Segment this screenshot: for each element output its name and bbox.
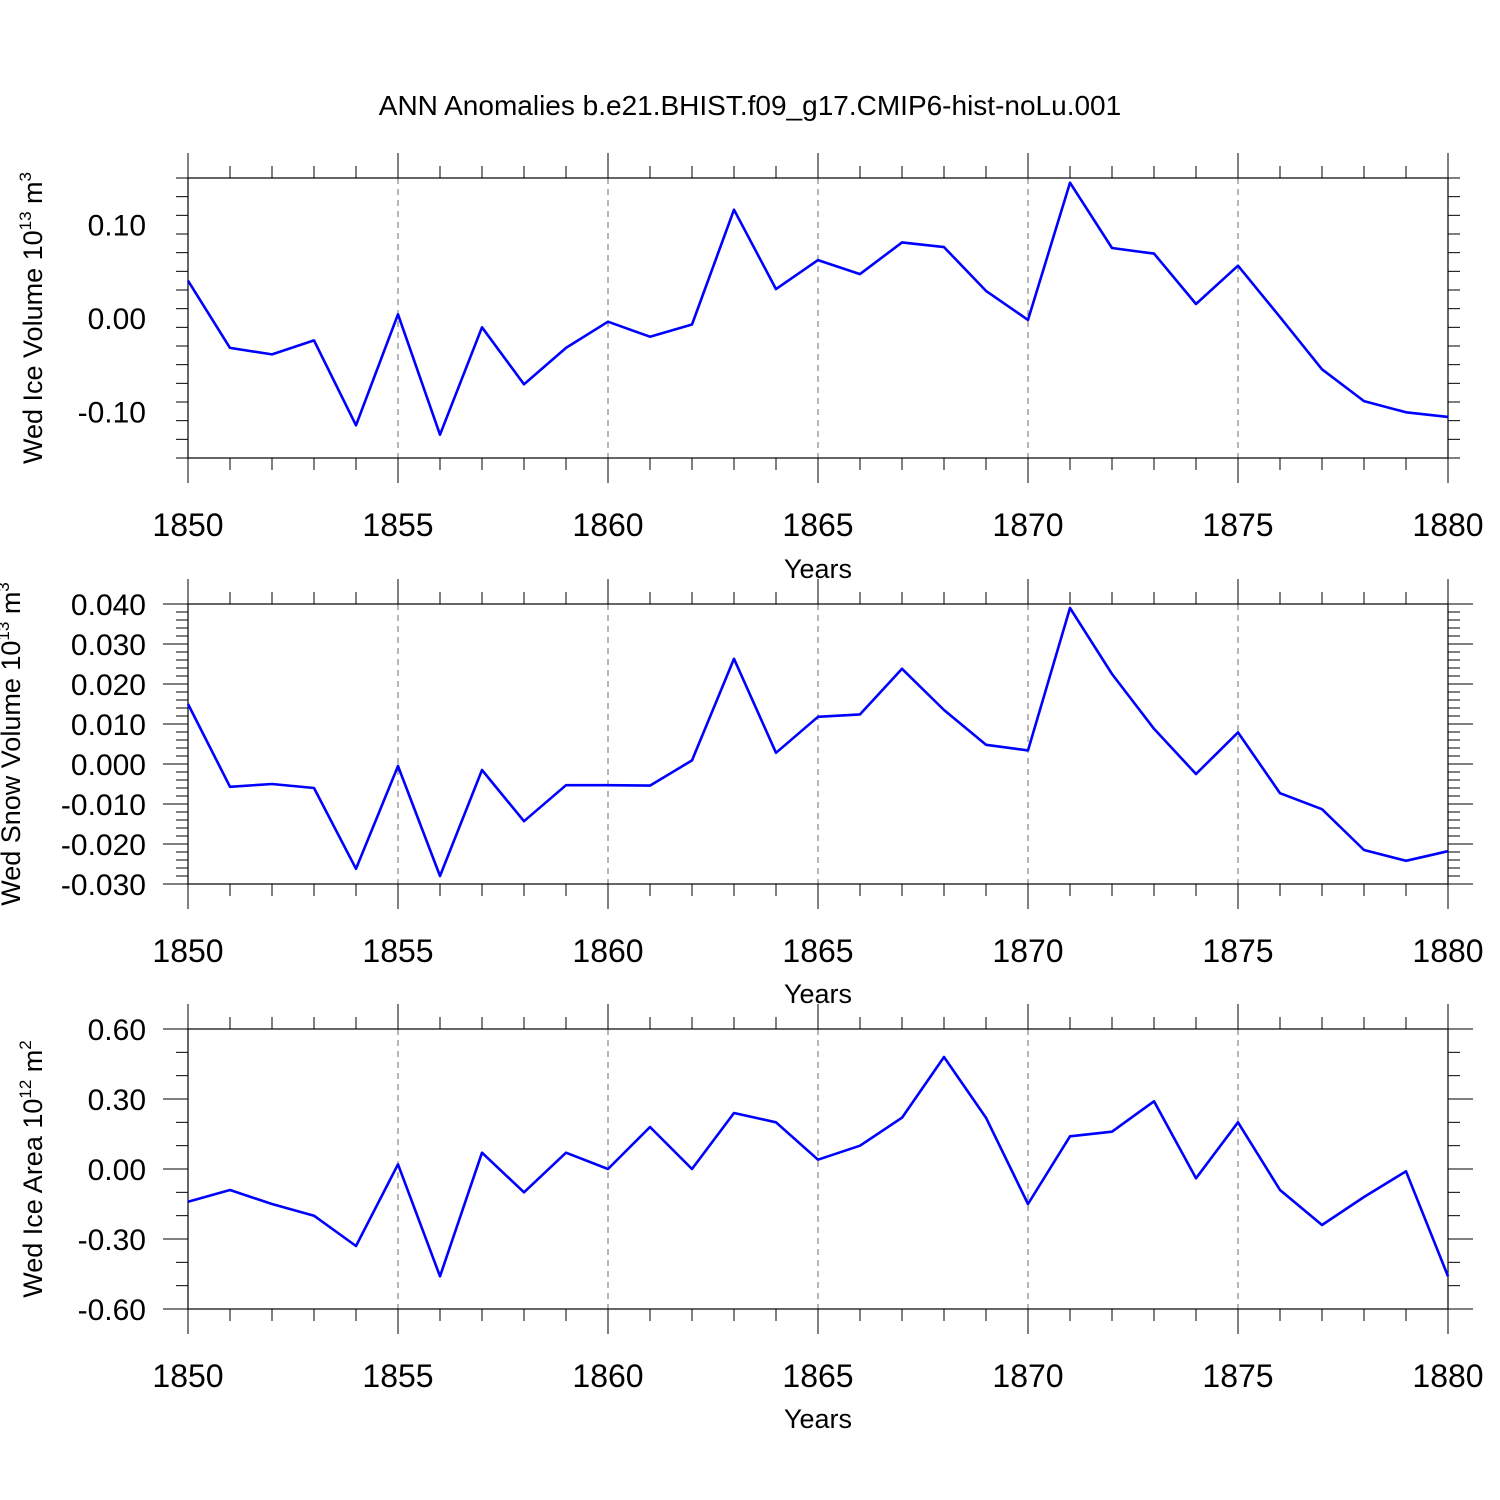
x-tick-label: 1875 <box>1202 507 1273 543</box>
y-tick-label: -0.020 <box>61 829 146 862</box>
y-tick-label: 0.000 <box>71 749 146 782</box>
x-tick-label: 1855 <box>362 933 433 969</box>
panel-2: -0.030 -0.020 -0.010 0.000 0.010 0.020 0.030 0.… <box>0 579 1484 1009</box>
y-axis-label: Wed Snow Volume 1013 m3 <box>0 582 26 906</box>
series-line <box>187 1055 1450 1278</box>
panel-1: -0.10 0.00 0.10 1850 1855 1860 1865 1870 1875 188… <box>16 153 1484 584</box>
x-tick-label: 1860 <box>572 933 643 969</box>
x-tick-label: 1860 <box>572 1358 643 1394</box>
x-tick-label: 1865 <box>782 1358 853 1394</box>
x-tick-label: 1870 <box>992 507 1063 543</box>
panel-3: -0.60 -0.30 0.00 0.30 0.60 1850 1855 1860 1865 18… <box>16 1004 1484 1434</box>
figure-title: ANN Anomalies b.e21.BHIST.f09_g17.CMIP6-… <box>379 90 1121 121</box>
y-tick-label: 0.020 <box>71 669 146 702</box>
y-tick-label: -0.010 <box>61 789 146 822</box>
y-tick-label: -0.60 <box>78 1294 146 1327</box>
x-tick-label: 1855 <box>362 1358 433 1394</box>
x-tick-label: 1855 <box>362 507 433 543</box>
x-tick-label: 1880 <box>1412 1358 1483 1394</box>
y-tick-label: 0.00 <box>88 1154 146 1187</box>
y-tick-label: 0.030 <box>71 629 146 662</box>
x-axis-label: Years <box>784 1404 852 1434</box>
x-tick-label: 1865 <box>782 933 853 969</box>
x-tick-label: 1870 <box>992 1358 1063 1394</box>
x-tick-label: 1850 <box>152 507 223 543</box>
y-tick-label: -0.30 <box>78 1224 146 1257</box>
x-tick-label: 1875 <box>1202 933 1273 969</box>
plot-frame <box>187 1028 1449 1310</box>
x-tick-label: 1870 <box>992 933 1063 969</box>
series-line <box>186 181 1449 437</box>
y-tick-label: 0.30 <box>88 1084 146 1117</box>
series-line <box>186 606 1449 878</box>
x-tick-label: 1880 <box>1412 933 1483 969</box>
y-tick-label: 0.60 <box>88 1014 146 1047</box>
y-tick-label: 0.00 <box>88 303 146 336</box>
y-axis-label: Wed Ice Area 1012 m2 <box>16 1040 48 1298</box>
plot-frame <box>187 603 1449 885</box>
plot-frame <box>187 177 1449 459</box>
y-axis-label: Wed Ice Volume 1013 m3 <box>16 172 48 464</box>
y-tick-label: -0.10 <box>78 396 146 429</box>
x-tick-label: 1860 <box>572 507 643 543</box>
y-tick-label: 0.040 <box>71 589 146 622</box>
x-tick-label: 1875 <box>1202 1358 1273 1394</box>
y-tick-label: 0.10 <box>88 210 146 243</box>
y-tick-label: -0.030 <box>61 869 146 902</box>
y-tick-label: 0.010 <box>71 709 146 742</box>
x-tick-label: 1850 <box>152 1358 223 1394</box>
x-tick-label: 1850 <box>152 933 223 969</box>
x-tick-label: 1880 <box>1412 507 1483 543</box>
x-tick-label: 1865 <box>782 507 853 543</box>
